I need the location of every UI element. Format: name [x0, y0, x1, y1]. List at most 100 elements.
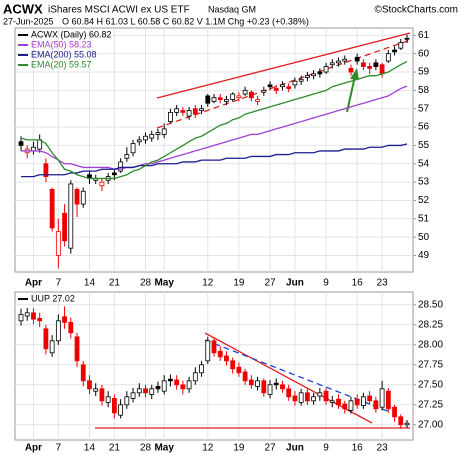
candle-body: [298, 78, 304, 82]
exchange: Nasdaq GM: [208, 4, 256, 14]
candle-body: [280, 384, 285, 390]
candle-body: [224, 355, 229, 362]
candle-body: [168, 111, 173, 122]
candle-body: [385, 53, 391, 62]
candle-body: [111, 172, 117, 176]
candle-body: [261, 89, 267, 93]
x-tick-label: 7: [56, 443, 62, 454]
x-tick-label: 19: [233, 278, 245, 289]
candle-body: [398, 416, 404, 426]
date: 27-Jun-2025: [3, 16, 54, 26]
candle-body: [367, 66, 373, 69]
candle-body: [74, 189, 80, 205]
candle-body: [136, 388, 142, 394]
candle-body: [80, 364, 86, 382]
candle-body: [224, 99, 229, 102]
candle-body: [124, 154, 130, 159]
candle-body: [55, 231, 61, 256]
candle-body: [149, 388, 155, 395]
candle-body: [155, 385, 161, 390]
candle-body: [205, 340, 211, 362]
candle-body: [155, 132, 161, 135]
x-tick-label: 16: [352, 278, 364, 289]
candle-body: [217, 97, 223, 100]
candle-body: [68, 183, 74, 249]
x-tick-label: 28: [140, 443, 152, 454]
candle-body: [336, 398, 341, 406]
candle-body: [298, 392, 304, 403]
candle-body: [99, 181, 105, 187]
y-tick-label: 27.25: [418, 399, 443, 410]
y-tick-label: 28.25: [418, 319, 443, 330]
candle-body: [118, 404, 124, 416]
candle-body: [168, 378, 173, 382]
candle-body: [62, 316, 67, 323]
candle-body: [236, 95, 242, 99]
x-tick-label: 28: [140, 278, 152, 289]
candle-body: [49, 340, 55, 354]
candle-body: [49, 189, 55, 229]
candle-body: [342, 58, 348, 62]
x-tick-label: 23: [377, 443, 389, 454]
candle-body: [149, 134, 155, 139]
y-tick-label: 59: [418, 67, 430, 78]
candle-body: [186, 380, 192, 390]
candle-body: [354, 56, 360, 62]
candle-body: [248, 379, 254, 386]
candle-body: [161, 128, 167, 135]
candle-body: [24, 312, 30, 317]
x-tick-label: 27: [264, 278, 276, 289]
x-tick-label: Apr: [25, 278, 42, 289]
y-tick-label: 49: [418, 250, 430, 261]
candle-body: [255, 380, 260, 387]
candle-body: [404, 37, 410, 40]
candle-body: [304, 392, 310, 402]
candle-body: [317, 392, 323, 397]
candle-body: [242, 371, 248, 382]
candle-body: [367, 395, 373, 402]
y-tick-label: 60: [418, 48, 430, 59]
candle-body: [329, 62, 335, 66]
candle-body: [255, 99, 260, 102]
candle-body: [392, 49, 397, 53]
candle-body: [143, 135, 148, 141]
bottom-panel-frame: [14, 291, 414, 441]
candle-body: [248, 91, 254, 99]
y-tick-label: 58: [418, 85, 430, 96]
candle-body: [230, 360, 236, 370]
candle-body: [55, 320, 61, 342]
x-tick-label: May: [154, 443, 174, 454]
candle-body: [105, 396, 111, 403]
x-tick-label: 23: [377, 278, 389, 289]
candle-body: [136, 139, 142, 143]
candle-body: [267, 84, 273, 88]
x-tick-label: 21: [109, 443, 121, 454]
candle-body: [286, 388, 292, 398]
y-tick-label: 51: [418, 213, 430, 224]
x-tick-label: 14: [84, 278, 96, 289]
arrow-head: [350, 68, 359, 80]
candle-body: [130, 143, 136, 154]
candle-body: [230, 93, 236, 100]
indicator-line: [21, 85, 408, 170]
candle-body: [68, 321, 74, 334]
candle-body: [192, 372, 198, 382]
candle-body: [236, 366, 242, 374]
candle-body: [292, 395, 298, 402]
candle-body: [261, 380, 267, 394]
candle-body: [348, 400, 354, 411]
candle-body: [118, 161, 124, 172]
legend-entry: ACWX (Daily) 60.82: [31, 29, 112, 39]
candle-body: [292, 80, 298, 86]
candle-body: [323, 390, 329, 402]
candle-body: [186, 110, 192, 117]
trend-line: [156, 32, 411, 99]
candle-body: [93, 388, 99, 392]
y-tick-label: 27.75: [418, 359, 443, 370]
legend-entry: EMA(20) 59.57: [31, 59, 92, 69]
candle-body: [273, 88, 279, 91]
candle-body: [361, 62, 366, 67]
y-tick-label: 61: [418, 30, 430, 41]
